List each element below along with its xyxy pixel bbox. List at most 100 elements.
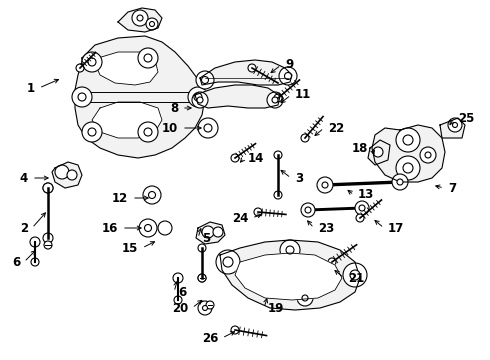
Circle shape [44,241,52,249]
Circle shape [373,147,383,157]
Circle shape [274,94,282,102]
Circle shape [280,240,300,260]
Circle shape [448,118,462,132]
Circle shape [145,225,151,231]
Polygon shape [368,140,390,165]
Circle shape [146,18,158,30]
Circle shape [216,250,240,274]
Circle shape [158,221,172,235]
Text: 1: 1 [27,81,35,94]
Circle shape [301,203,315,217]
Text: 26: 26 [201,332,218,345]
Circle shape [285,72,292,80]
Circle shape [144,128,152,136]
Text: 13: 13 [358,189,374,202]
Circle shape [392,174,408,190]
Text: 8: 8 [170,102,178,114]
Text: 19: 19 [268,302,284,315]
Circle shape [396,128,420,152]
Circle shape [202,226,214,238]
Text: 17: 17 [388,221,404,234]
Circle shape [397,179,403,185]
Circle shape [55,165,69,179]
Circle shape [139,219,157,237]
Circle shape [248,64,256,72]
Circle shape [343,263,367,287]
Circle shape [173,273,183,283]
Polygon shape [220,240,360,310]
Circle shape [274,151,282,159]
Circle shape [206,301,214,309]
Circle shape [356,214,364,222]
Text: 24: 24 [232,211,248,225]
Text: 23: 23 [318,221,334,234]
Circle shape [31,258,39,266]
Circle shape [198,301,212,315]
Circle shape [88,58,96,66]
Circle shape [302,295,308,301]
Circle shape [43,183,53,193]
Circle shape [194,93,202,101]
Circle shape [297,290,313,306]
Polygon shape [195,85,280,108]
Circle shape [198,274,206,282]
Polygon shape [196,222,225,244]
Circle shape [197,97,203,103]
Text: 3: 3 [295,171,303,184]
Circle shape [359,205,365,211]
Circle shape [420,147,436,163]
Circle shape [204,124,212,132]
Text: 15: 15 [122,242,138,255]
Text: 25: 25 [458,112,474,125]
Circle shape [274,191,282,199]
Circle shape [231,326,239,334]
Circle shape [279,67,297,85]
Circle shape [317,177,333,193]
Text: 18: 18 [352,141,368,154]
Circle shape [148,192,155,198]
Circle shape [43,233,53,243]
Polygon shape [52,162,82,188]
Circle shape [88,128,96,136]
Circle shape [272,97,278,103]
Circle shape [78,93,86,101]
Polygon shape [440,118,465,138]
Circle shape [254,208,262,216]
Text: 16: 16 [101,221,118,234]
Text: 7: 7 [448,181,456,194]
Circle shape [30,237,40,247]
Circle shape [174,296,182,304]
Polygon shape [200,60,292,85]
Polygon shape [235,253,342,300]
Text: 14: 14 [248,152,265,165]
Circle shape [188,87,208,107]
Circle shape [403,163,413,173]
Circle shape [144,54,152,62]
Circle shape [196,71,214,89]
Circle shape [301,134,309,142]
Text: 20: 20 [172,302,188,315]
Text: 6: 6 [178,285,186,298]
Circle shape [149,22,154,27]
Polygon shape [118,8,162,32]
Circle shape [76,64,84,72]
Circle shape [201,77,209,84]
Circle shape [322,182,328,188]
Circle shape [452,122,458,127]
Circle shape [328,258,336,266]
Text: 6: 6 [12,256,20,269]
Circle shape [223,257,233,267]
Circle shape [138,48,158,68]
Text: 22: 22 [328,122,344,135]
Circle shape [82,52,102,72]
Text: 12: 12 [112,192,128,204]
Circle shape [82,122,102,142]
Circle shape [202,306,207,310]
Circle shape [198,274,206,282]
Circle shape [350,270,360,280]
Text: 11: 11 [295,89,311,102]
Circle shape [137,15,143,21]
Circle shape [143,186,161,204]
Text: 9: 9 [285,58,293,72]
Circle shape [43,183,53,193]
